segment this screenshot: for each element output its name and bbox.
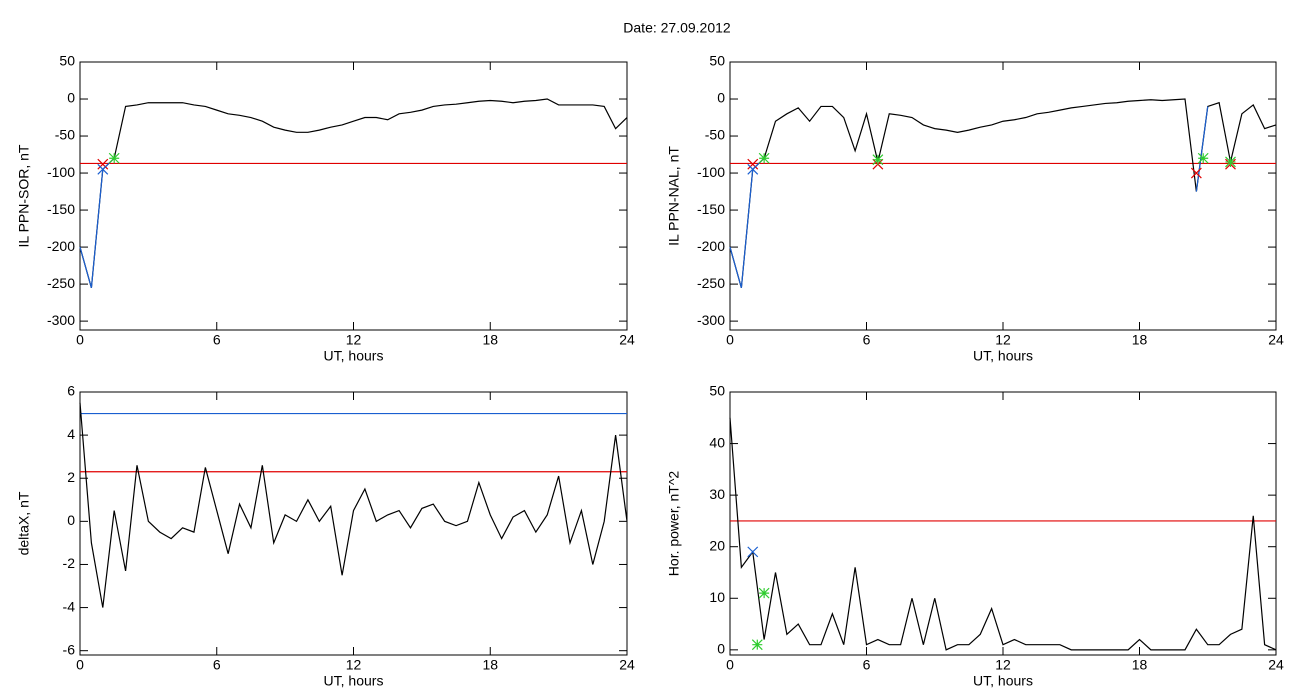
marker [108, 152, 120, 164]
x-tick-label: 18 [1132, 332, 1148, 348]
data-line [1195, 106, 1209, 192]
x-tick-label: 24 [619, 657, 635, 673]
x-tick-label: 24 [1268, 332, 1284, 348]
x-tick-label: 12 [346, 332, 362, 348]
x-tick-label: 0 [726, 657, 734, 673]
y-tick-label: 40 [709, 434, 725, 450]
y-tick-label: 2 [67, 469, 75, 485]
marker [758, 152, 770, 164]
x-axis-label: UT, hours [973, 348, 1033, 364]
x-tick-label: 18 [482, 657, 498, 673]
x-tick-label: 6 [213, 657, 221, 673]
x-tick-label: 12 [995, 332, 1011, 348]
marker [872, 154, 884, 166]
y-tick-label: 50 [59, 53, 75, 69]
y-tick-label: -300 [697, 312, 725, 328]
y-axis-label: deltaX, nT [16, 491, 32, 555]
data-line [729, 157, 765, 288]
x-axis-label: UT, hours [973, 673, 1033, 689]
marker [747, 163, 759, 175]
x-tick-label: 0 [76, 657, 84, 673]
y-tick-label: -6 [63, 641, 76, 657]
x-tick-label: 24 [1268, 657, 1284, 673]
y-tick-label: -100 [697, 164, 725, 180]
x-tick-label: 0 [76, 332, 84, 348]
x-axis-label: UT, hours [324, 348, 384, 364]
y-tick-label: -300 [47, 312, 75, 328]
y-axis-label: IL PPN-NAL, nT [666, 146, 682, 246]
x-tick-label: 6 [213, 332, 221, 348]
y-tick-label: 0 [717, 90, 725, 106]
x-tick-label: 6 [863, 332, 871, 348]
y-tick-label: 0 [717, 641, 725, 657]
y-tick-label: -150 [47, 201, 75, 217]
y-tick-label: 10 [709, 589, 725, 605]
y-tick-label: 0 [67, 90, 75, 106]
y-tick-label: -200 [47, 238, 75, 254]
y-axis-label: IL PPN-SOR, nT [16, 144, 32, 247]
y-tick-label: 50 [709, 383, 725, 399]
y-tick-label: -100 [47, 164, 75, 180]
y-tick-label: -4 [63, 598, 76, 614]
marker [97, 163, 109, 175]
data-line [79, 402, 628, 608]
y-tick-label: 20 [709, 537, 725, 553]
marker [747, 158, 759, 170]
y-tick-label: 4 [67, 426, 75, 442]
y-tick-label: 0 [67, 512, 75, 528]
data-line [729, 98, 1277, 288]
data-line [79, 98, 628, 288]
marker [1225, 156, 1236, 168]
x-tick-label: 6 [863, 657, 871, 673]
y-tick-label: -250 [47, 275, 75, 291]
y-tick-label: -250 [697, 275, 725, 291]
x-tick-label: 12 [346, 657, 362, 673]
y-axis-label: Hor. power, nT^2 [666, 471, 682, 577]
x-tick-label: 18 [1132, 657, 1148, 673]
data-line [729, 417, 1277, 651]
figure-title: Date: 27.09.2012 [623, 20, 731, 36]
x-tick-label: 18 [482, 332, 498, 348]
marker [751, 639, 763, 651]
y-tick-label: 30 [709, 486, 725, 502]
marker [1190, 167, 1202, 179]
x-tick-label: 24 [619, 332, 635, 348]
y-tick-label: -50 [705, 127, 725, 143]
y-tick-label: -50 [55, 127, 75, 143]
y-tick-label: 50 [709, 53, 725, 69]
marker [758, 587, 770, 599]
x-tick-label: 12 [995, 657, 1011, 673]
plot-frame [729, 61, 1277, 331]
marker [747, 546, 759, 558]
x-axis-label: UT, hours [324, 673, 384, 689]
y-tick-label: -150 [697, 201, 725, 217]
marker [97, 158, 109, 170]
y-tick-label: -200 [697, 238, 725, 254]
marker [1197, 152, 1209, 164]
x-tick-label: 0 [726, 332, 734, 348]
y-tick-label: 6 [67, 383, 75, 399]
y-tick-label: -2 [63, 555, 76, 571]
plot-frame [729, 391, 1277, 656]
data-line [79, 157, 115, 288]
plot-frame [79, 391, 628, 656]
